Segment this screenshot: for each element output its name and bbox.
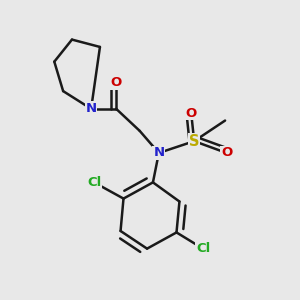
Text: Cl: Cl [87,176,101,189]
Text: O: O [186,107,197,120]
Text: S: S [189,134,200,149]
Text: O: O [110,76,122,89]
Text: O: O [221,146,232,159]
Text: N: N [153,146,164,159]
Text: Cl: Cl [196,242,210,255]
Text: N: N [85,102,97,115]
